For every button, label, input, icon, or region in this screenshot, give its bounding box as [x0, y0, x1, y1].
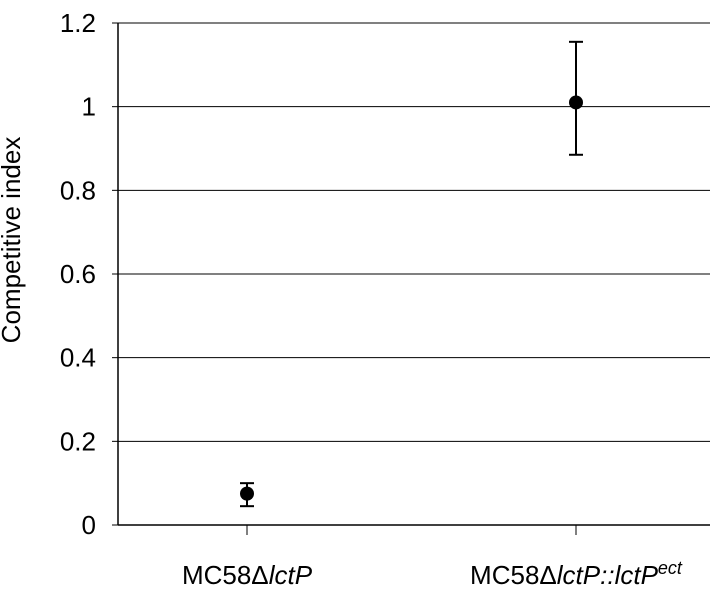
y-tick-label: 1.2 [60, 8, 96, 38]
y-tick-label: 0.8 [60, 175, 96, 205]
y-tick-label: 0 [82, 510, 96, 540]
y-tick-label: 1 [82, 92, 96, 122]
data-point [569, 95, 583, 110]
data-point [240, 486, 254, 501]
y-tick-label: 0.6 [60, 259, 96, 289]
x-axis-ticks: MC58ΔlctP MC58ΔlctP::lctPect [182, 525, 683, 590]
x-category-label: MC58ΔlctP [182, 560, 313, 590]
gridlines [118, 22, 710, 442]
y-tick-label: 0.2 [60, 426, 96, 456]
x-category-label: MC58ΔlctP::lctPect [470, 558, 683, 590]
data-point-group [569, 40, 583, 156]
y-axis-title: Competitive index [0, 137, 26, 344]
data-point-group [240, 482, 254, 508]
y-tick-label: 0.4 [60, 343, 96, 373]
y-axis-ticks: 0 0.2 0.4 0.6 0.8 1 1.2 [60, 8, 118, 540]
data-points [240, 40, 583, 508]
